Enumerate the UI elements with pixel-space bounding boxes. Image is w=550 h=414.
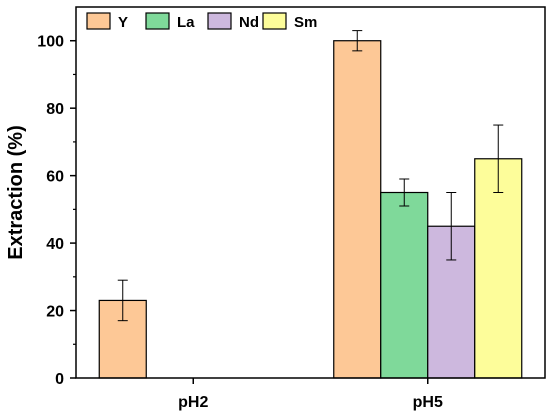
error-bars-group: [117, 30, 504, 322]
legend-swatch-la: [145, 12, 170, 30]
legend: Y La Nd Sm: [86, 12, 317, 31]
bar-y-ph5: [333, 40, 382, 379]
y-tick-label: 40: [46, 236, 64, 253]
legend-label-la: La: [177, 14, 195, 31]
plot-frame: [75, 6, 546, 379]
y-axis-title: Extraction (%): [5, 125, 27, 259]
legend-swatch-y: [86, 12, 111, 30]
x-tick-label-ph5: pH5: [413, 394, 443, 411]
bar-la-ph5: [380, 191, 429, 379]
legend-label-sm: Sm: [294, 14, 317, 31]
legend-label-y: Y: [118, 14, 128, 31]
bars-group: [98, 40, 523, 379]
y-tick-label: 100: [37, 34, 64, 51]
y-tick-label: 60: [46, 169, 64, 186]
y-tick-label: 20: [46, 304, 64, 321]
legend-label-nd: Nd: [239, 14, 259, 31]
y-tick-label: 80: [46, 101, 64, 118]
y-tick-label: 0: [55, 371, 64, 388]
x-tick-label-ph2: pH2: [178, 394, 208, 411]
legend-swatch-nd: [207, 12, 232, 30]
axes-group: 0 20 40 60 80 100 pH2 pH5: [37, 34, 443, 411]
legend-swatch-sm: [262, 12, 287, 30]
